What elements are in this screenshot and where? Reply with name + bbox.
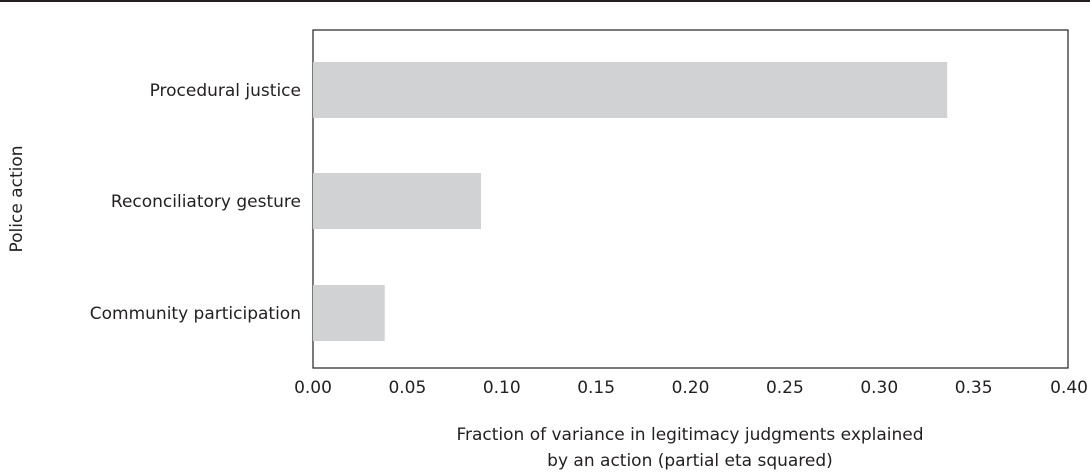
y-axis-title: Police action [7,145,27,252]
x-tick-labels: 0.00 0.05 0.10 0.15 0.20 0.25 0.30 0.35 0.40 [294,378,1088,398]
x-axis-title-line-1: Fraction of variance in legitimacy judgm… [456,425,923,445]
x-tick-label: 0.25 [766,378,804,398]
top-rule [0,0,1090,2]
category-label-reconciliatory-gesture: Reconciliatory gesture [111,192,301,212]
bar-community-participation [313,285,385,341]
bar-reconciliatory-gesture [313,173,481,229]
bars-group [313,62,948,341]
x-tick-label: 0.15 [577,378,615,398]
x-axis-title-line-2: by an action (partial eta squared) [547,451,833,471]
x-tick-label: 0.05 [388,378,426,398]
category-label-community-participation: Community participation [90,304,301,324]
x-tick-label: 0.30 [860,378,898,398]
x-tick-label: 0.10 [483,378,521,398]
category-labels: Procedural justice Reconciliatory gesture… [90,81,301,324]
x-tick-label: 0.20 [672,378,710,398]
x-tick-label: 0.35 [955,378,993,398]
x-tick-label: 0.00 [294,378,332,398]
category-label-procedural-justice: Procedural justice [150,81,301,101]
bar-procedural-justice [313,62,948,118]
x-tick-label: 0.40 [1050,378,1088,398]
